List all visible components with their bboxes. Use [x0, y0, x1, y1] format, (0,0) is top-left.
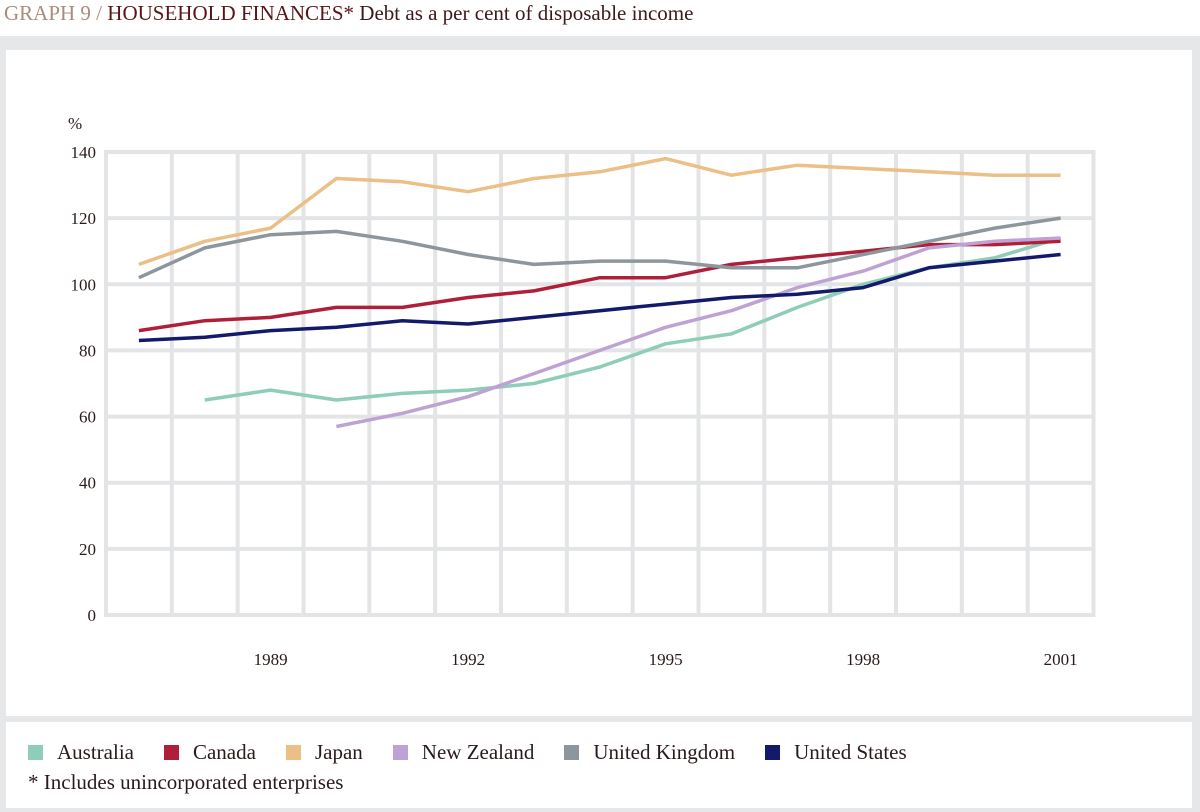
series-line-united-states	[138, 252, 1061, 343]
legend-label: Australia	[57, 740, 134, 764]
series-line-japan	[138, 156, 1061, 267]
legend-label: Japan	[314, 740, 363, 764]
y-axis-unit: %	[68, 114, 82, 133]
legend-label: Canada	[192, 740, 256, 764]
legend: Australia Canada Japan New Zealand United Ki…	[28, 740, 937, 765]
legend-item: Australia	[28, 740, 134, 765]
graph-title: HOUSEHOLD FINANCES*	[107, 1, 355, 25]
y-tick-label: 80	[79, 341, 96, 360]
x-tick-label: 2001	[1044, 650, 1078, 669]
legend-swatch	[163, 745, 179, 760]
footnote: * Includes unincorporated enterprises	[28, 770, 344, 794]
y-tick-label: 140	[71, 143, 97, 162]
legend-swatch	[392, 745, 408, 760]
legend-swatch	[564, 745, 580, 760]
legend-label: United States	[794, 740, 907, 764]
y-tick-label: 120	[71, 209, 97, 228]
x-tick-label: 1998	[846, 650, 880, 669]
legend-swatch	[765, 745, 781, 760]
legend-label: New Zealand	[421, 740, 535, 764]
plot-panel	[6, 50, 1192, 716]
y-tick-label: 0	[88, 606, 97, 625]
graph-number: GRAPH 9 /	[4, 1, 103, 25]
x-tick-label: 1992	[451, 650, 485, 669]
y-tick-label: 100	[71, 275, 97, 294]
series-line-new-zealand	[336, 236, 1061, 429]
legend-item: Japan	[285, 740, 363, 765]
legend-item: Canada	[163, 740, 256, 765]
y-tick-label: 60	[79, 408, 96, 427]
graph-subtitle: Debt as a per cent of disposable income	[359, 1, 694, 25]
legend-item: United States	[765, 740, 907, 765]
legend-panel: Australia Canada Japan New Zealand United Ki…	[6, 722, 1192, 808]
x-tick-label: 1989	[254, 650, 288, 669]
y-tick-label: 20	[79, 540, 96, 559]
legend-item: New Zealand	[392, 740, 535, 765]
y-tick-label: 40	[79, 474, 96, 493]
series-line-united-kingdom	[138, 216, 1061, 280]
legend-swatch	[285, 745, 301, 760]
legend-label: United Kingdom	[593, 740, 736, 764]
chart-title: GRAPH 9 / HOUSEHOLD FINANCES* Debt as a …	[4, 0, 693, 32]
legend-swatch	[28, 745, 43, 760]
legend-item: United Kingdom	[564, 740, 735, 765]
x-tick-label: 1995	[649, 650, 683, 669]
